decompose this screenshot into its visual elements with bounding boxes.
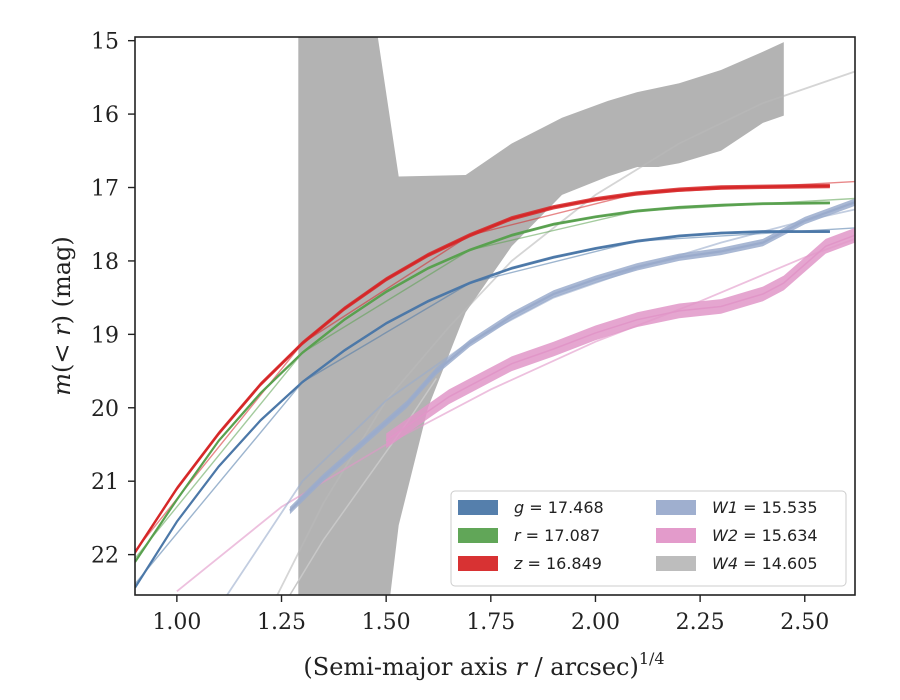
x-tick-label: 1.25 — [257, 610, 306, 635]
x-tick-label: 2.25 — [676, 610, 725, 635]
x-tick-label: 1.75 — [466, 610, 515, 635]
series-z-line — [135, 184, 830, 554]
y-tick-label: 21 — [91, 470, 119, 495]
series-r-line — [135, 201, 830, 563]
y-tick-label: 19 — [91, 323, 119, 348]
x-axis: 1.00 1.25 1.50 1.75 2.00 2.25 2.50 — [152, 595, 829, 635]
data-layer — [135, 37, 855, 595]
series-w2-model-line — [176, 238, 855, 593]
legend-swatch-w4 — [656, 556, 696, 571]
y-tick-label: 22 — [91, 544, 119, 569]
series-g-line — [135, 230, 830, 589]
legend-swatch-z — [458, 556, 498, 571]
y-tick-label: 17 — [91, 177, 119, 202]
y-axis-label: m(< r) (mag) — [48, 236, 76, 396]
legend-swatch-r — [458, 528, 498, 543]
legend-swatch-g — [458, 500, 498, 515]
series-w4-band — [298, 37, 784, 595]
legend-swatch-w1 — [656, 500, 696, 515]
legend-swatch-w2 — [656, 528, 696, 543]
legend-label-w1: W1 = 15.535 — [712, 498, 818, 517]
y-tick-label: 20 — [91, 397, 119, 422]
series-w2-line — [385, 234, 855, 442]
legend-label-z: z = 16.849 — [513, 554, 602, 573]
y-tick-label: 18 — [91, 250, 119, 275]
y-tick-label: 16 — [91, 103, 119, 128]
y-tick-label: 15 — [91, 30, 119, 55]
plot-frame — [134, 36, 856, 596]
legend: g = 17.468 r = 17.087 z = 16.849 W1 = 15.53… — [450, 490, 847, 587]
x-tick-label: 2.00 — [571, 610, 620, 635]
series-w4-model-line-lower — [289, 377, 438, 595]
legend-label-g: g = 17.468 — [514, 498, 604, 517]
series-z-band — [135, 183, 830, 555]
legend-label-w2: W2 = 15.634 — [712, 526, 818, 545]
x-tick-label: 1.50 — [362, 610, 411, 635]
y-axis: 15 16 17 18 19 20 21 22 — [91, 30, 135, 569]
legend-label-r: r = 17.087 — [514, 526, 600, 545]
legend-frame — [450, 490, 847, 587]
x-tick-label: 1.00 — [152, 610, 201, 635]
series-w1-line — [289, 201, 855, 512]
x-axis-label: (Semi-major axis r / arcsec)1/4 — [303, 649, 664, 681]
x-tick-label: 2.50 — [780, 610, 829, 635]
legend-label-w4: W4 = 14.605 — [712, 554, 818, 573]
